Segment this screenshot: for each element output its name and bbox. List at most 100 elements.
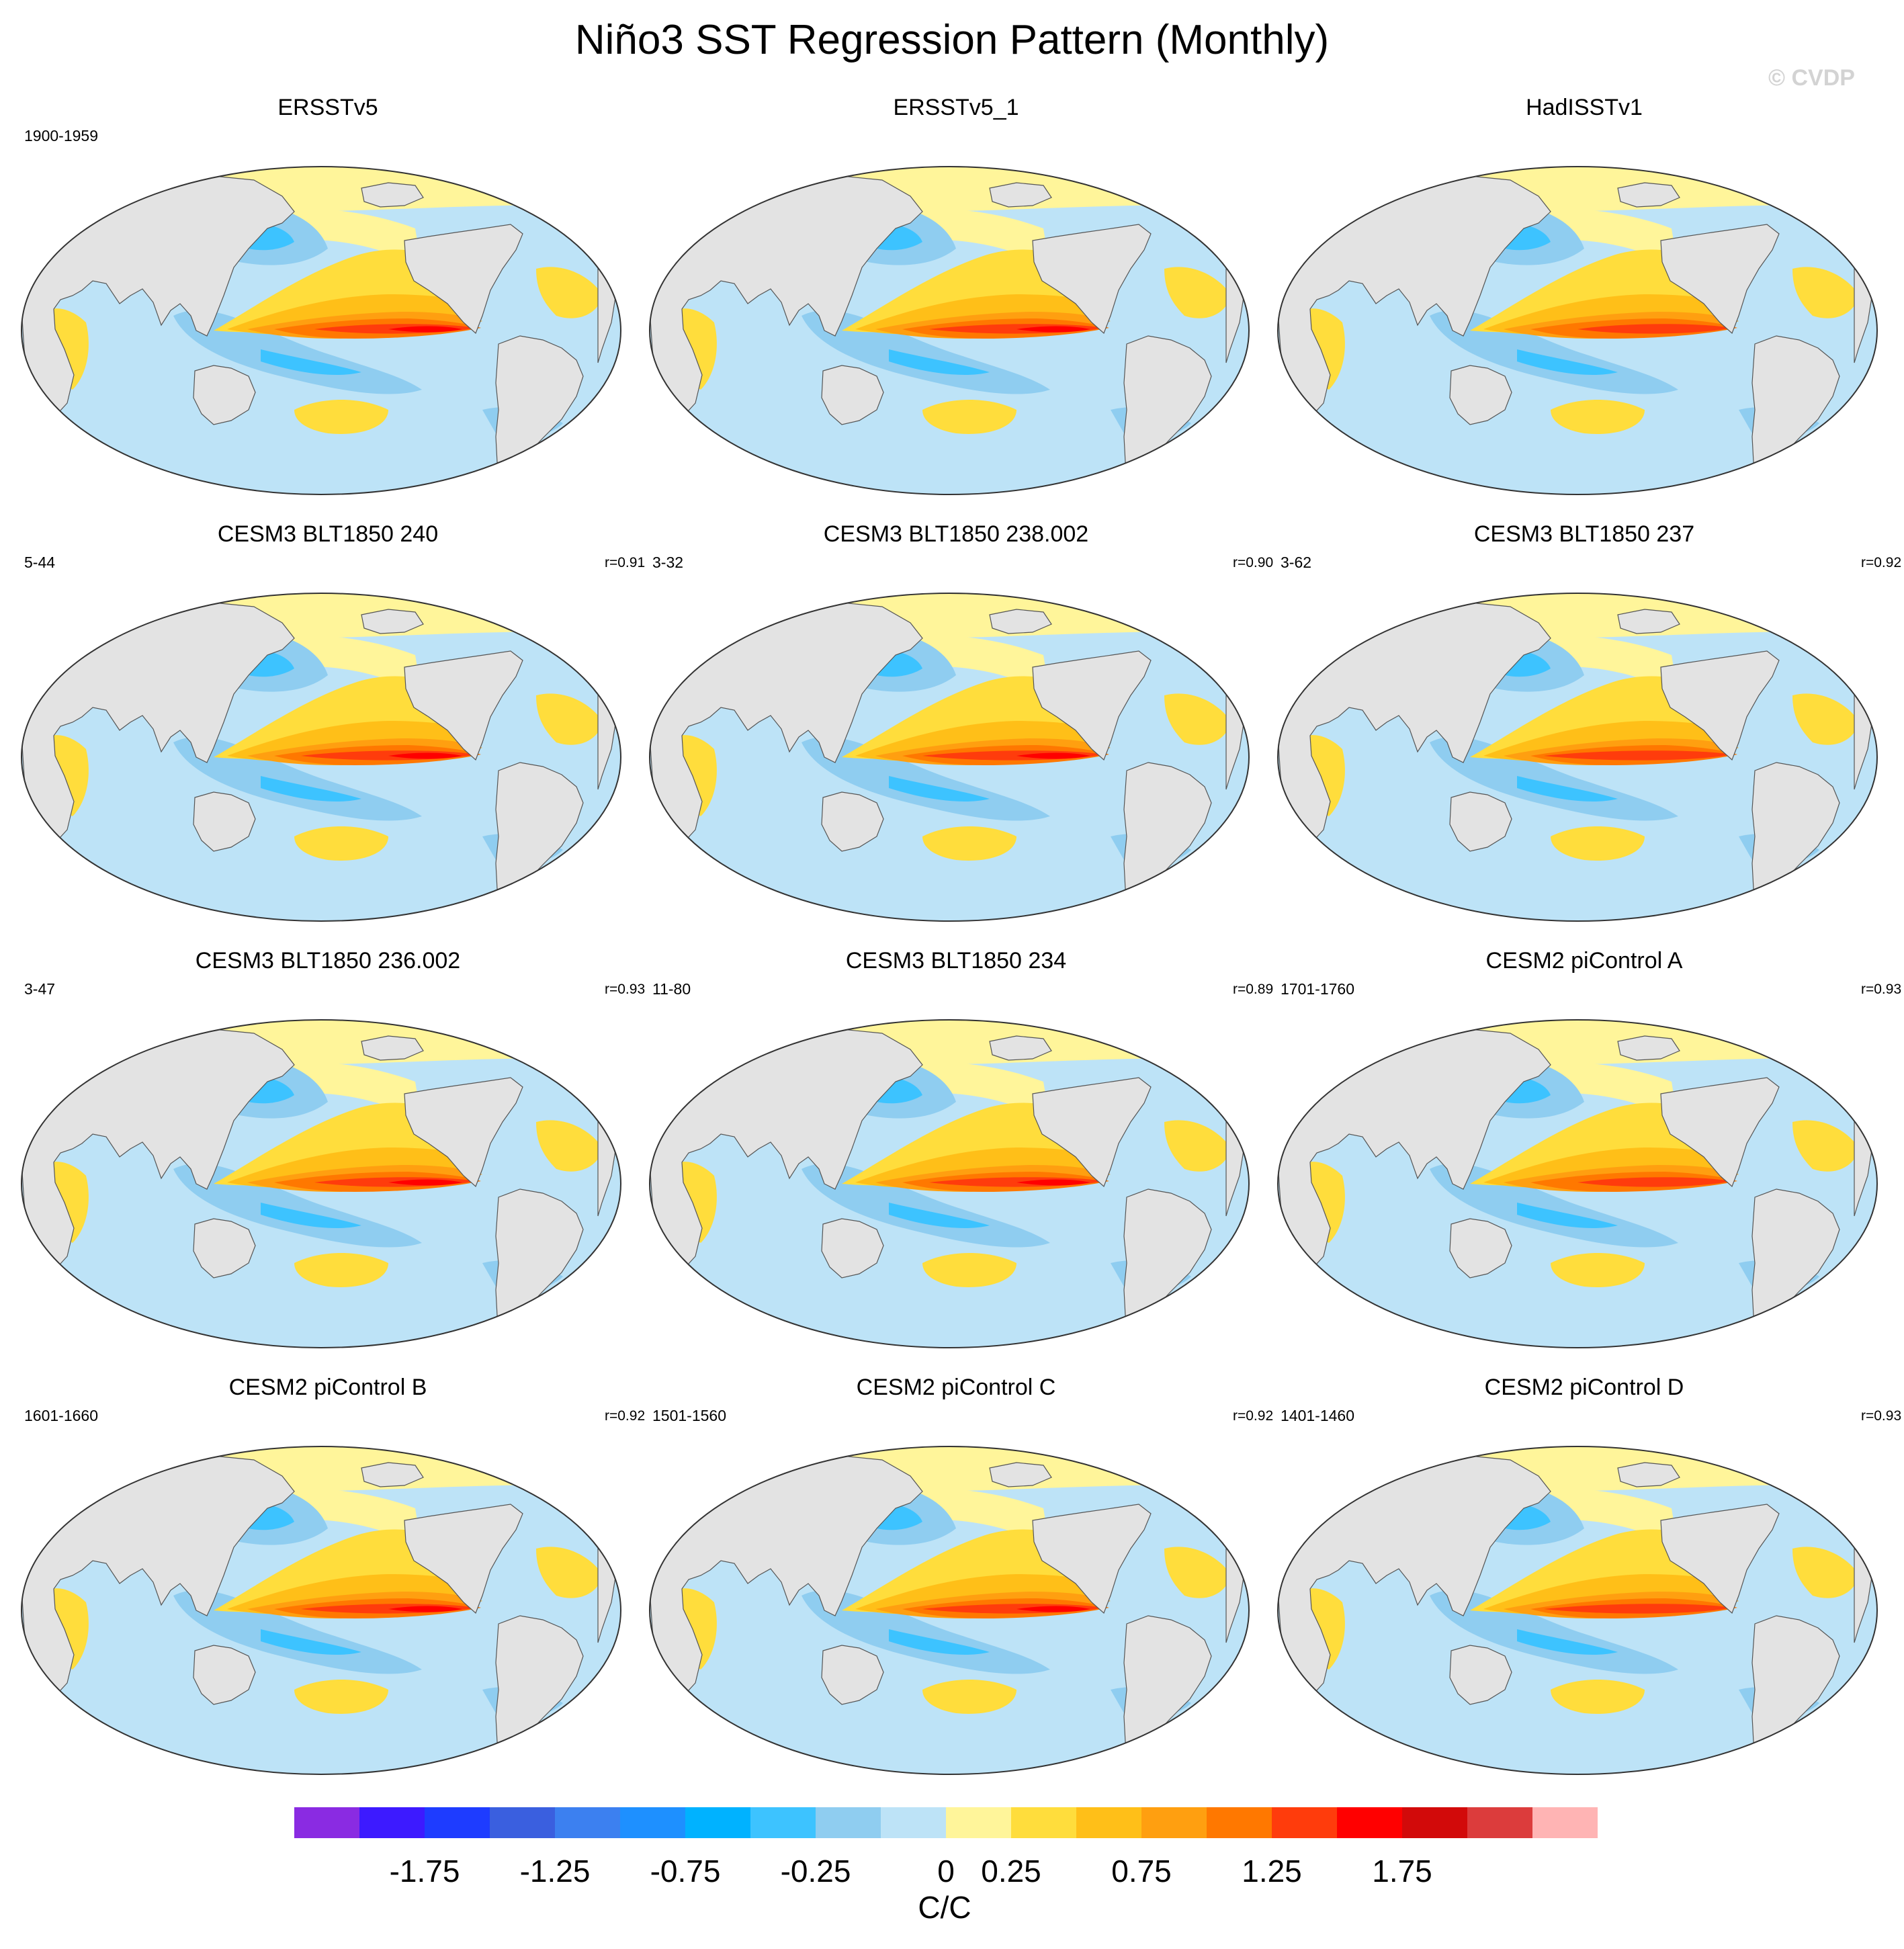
panel-title: ERSSTv5 [277, 95, 378, 120]
land-mass [1123, 1188, 1212, 1324]
land-mass [1751, 1188, 1840, 1324]
colorbar-swatch [620, 1807, 685, 1838]
land-mass [1751, 1615, 1840, 1751]
colorbar-swatch [1141, 1807, 1207, 1838]
land-mass [361, 1035, 424, 1061]
map-outline [648, 1019, 1250, 1348]
panel-years: 11-80 [652, 980, 691, 998]
colorbar-swatch [1011, 1807, 1076, 1838]
colorbar-swatch [1272, 1807, 1337, 1838]
map-plot [20, 593, 622, 922]
land-mass [193, 1218, 256, 1279]
cvdp-watermark: © CVDP [1768, 65, 1855, 91]
colorbar-swatch [1402, 1807, 1467, 1838]
land-mass [1617, 609, 1680, 634]
land-mass [650, 599, 923, 847]
panel-title: ERSSTv5_1 [893, 95, 1019, 120]
panel-years: 1401-1460 [1281, 1407, 1354, 1424]
land-mass [821, 791, 884, 852]
land-mass [821, 1218, 884, 1279]
colorbar-tick-label: 1.75 [1372, 1854, 1432, 1889]
map-outline [1276, 1446, 1878, 1775]
map-plot [1276, 593, 1878, 922]
map-panel: CESM2 piControl A 1701-1760 r=0.93 [1268, 947, 1902, 1375]
colorbar-swatch [1337, 1807, 1402, 1838]
land-mass [1123, 335, 1212, 471]
land-mass [1278, 599, 1551, 847]
colorbar-swatch [1532, 1807, 1598, 1838]
panel-title: CESM2 piControl D [1484, 1375, 1684, 1400]
colorbar-swatch [946, 1807, 1011, 1838]
panel-title: CESM3 BLT1850 238.002 [823, 521, 1089, 547]
colorbar-swatch [490, 1807, 555, 1838]
land-mass [1617, 1462, 1680, 1487]
panel-pattern-correlation: r=0.89 [1233, 982, 1274, 997]
colorbar-swatch [685, 1807, 750, 1838]
land-mass [404, 650, 523, 761]
panel-pattern-correlation: r=0.93 [1861, 1408, 1902, 1424]
map-plot [648, 593, 1250, 922]
land-mass [361, 182, 424, 208]
colorbar-tick-label: -0.25 [780, 1854, 851, 1889]
land-mass [650, 1453, 923, 1700]
panel-years: 3-32 [652, 554, 684, 571]
colorbar-tick-label: -1.75 [389, 1854, 460, 1889]
panel-pattern-correlation: r=0.93 [1861, 982, 1902, 997]
land-mass [1617, 1035, 1680, 1061]
land-mass [650, 173, 923, 420]
map-panel: CESM3 BLT1850 237 3-62 r=0.92 [1268, 521, 1902, 948]
land-mass [1751, 335, 1840, 471]
land-mass [1660, 1504, 1780, 1614]
land-mass [1449, 1218, 1512, 1279]
map-outline [648, 1446, 1250, 1775]
map-plot [648, 1019, 1250, 1348]
map-plot [20, 1446, 622, 1775]
land-mass [495, 1615, 584, 1751]
colorbar-swatch [359, 1807, 425, 1838]
land-mass [1449, 1645, 1512, 1705]
land-mass [1449, 365, 1512, 425]
map-panel: CESM2 piControl D 1401-1460 r=0.93 [1268, 1374, 1902, 1801]
land-mass [1123, 762, 1212, 898]
land-mass [1032, 224, 1152, 335]
map-outline [648, 166, 1250, 495]
land-mass [1660, 650, 1780, 761]
land-mass [193, 791, 256, 852]
colorbar-tick-label: 0.25 [981, 1854, 1041, 1889]
land-mass [1278, 1453, 1551, 1700]
land-mass [989, 1035, 1052, 1061]
panel-pattern-correlation: r=0.92 [1233, 1408, 1274, 1424]
colorbar-tick-label: -0.75 [650, 1854, 721, 1889]
map-panel: CESM2 piControl C 1501-1560 r=0.92 [640, 1374, 1274, 1801]
panel-years: 1601-1660 [24, 1407, 98, 1424]
figure-title: Niño3 SST Regression Pattern (Monthly) [574, 17, 1330, 63]
panel-years: 1501-1560 [652, 1407, 726, 1424]
panel-pattern-correlation: r=0.92 [1861, 555, 1902, 570]
colorbar-swatch [294, 1807, 359, 1838]
map-panel: CESM3 BLT1850 236.002 3-47 r=0.93 [12, 947, 645, 1375]
panel-years: 3-47 [24, 980, 56, 998]
map-plot [20, 1019, 622, 1348]
colorbar-swatch [1207, 1807, 1272, 1838]
panel-title: CESM3 BLT1850 234 [845, 948, 1067, 973]
land-mass [495, 1188, 584, 1324]
land-mass [1751, 762, 1840, 898]
map-panel: CESM2 piControl B 1601-1660 r=0.92 [12, 1374, 645, 1801]
panel-title: CESM3 BLT1850 240 [217, 521, 439, 547]
land-mass [989, 1462, 1052, 1487]
land-mass [404, 1504, 523, 1614]
colorbar-swatch [1467, 1807, 1532, 1838]
map-plot [1276, 166, 1878, 495]
panel-title: CESM2 piControl A [1485, 948, 1683, 973]
map-outline [1276, 593, 1878, 922]
land-mass [21, 1453, 295, 1700]
land-mass [989, 182, 1052, 208]
panel-title: HadISSTv1 [1526, 95, 1643, 120]
colorbar-swatch [1076, 1807, 1141, 1838]
map-outline [648, 593, 1250, 922]
land-mass [1617, 182, 1680, 208]
land-mass [821, 365, 884, 425]
map-outline [20, 166, 622, 495]
land-mass [1032, 1077, 1152, 1188]
